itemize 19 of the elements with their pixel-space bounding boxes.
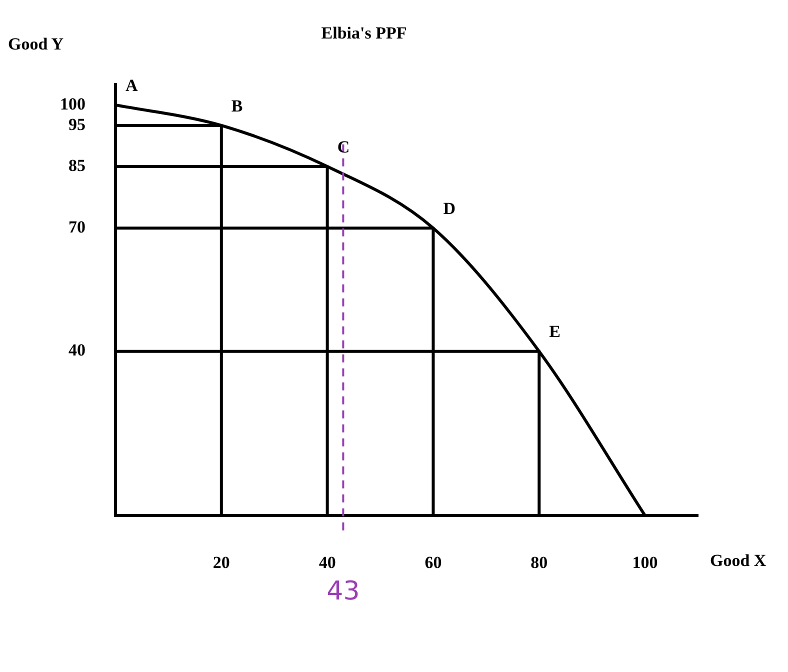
annotation: C — [337, 137, 350, 156]
y-tick-label: 40 — [68, 340, 86, 360]
x-tick-label: 40 — [318, 553, 336, 572]
x-tick-label: 100 — [632, 553, 658, 572]
annotation: B — [231, 96, 243, 116]
chart-title: Elbia's PPF — [321, 24, 407, 43]
y-axis-title: Good Y — [8, 34, 64, 54]
ref-line-label: 43 — [326, 576, 360, 606]
annotation: E — [549, 322, 560, 342]
y-tick-label: 95 — [68, 114, 86, 134]
y-tick-label: 85 — [68, 156, 86, 175]
y-tick-label: 70 — [68, 218, 86, 237]
annotation: A — [126, 76, 138, 95]
y-tick-label: 100 — [60, 94, 86, 114]
x-tick-label: 60 — [424, 553, 442, 572]
x-tick-label: 20 — [212, 553, 230, 572]
x-axis-title: Good X — [710, 550, 767, 570]
x-tick-label: 80 — [530, 553, 548, 572]
annotation: D — [443, 199, 456, 218]
